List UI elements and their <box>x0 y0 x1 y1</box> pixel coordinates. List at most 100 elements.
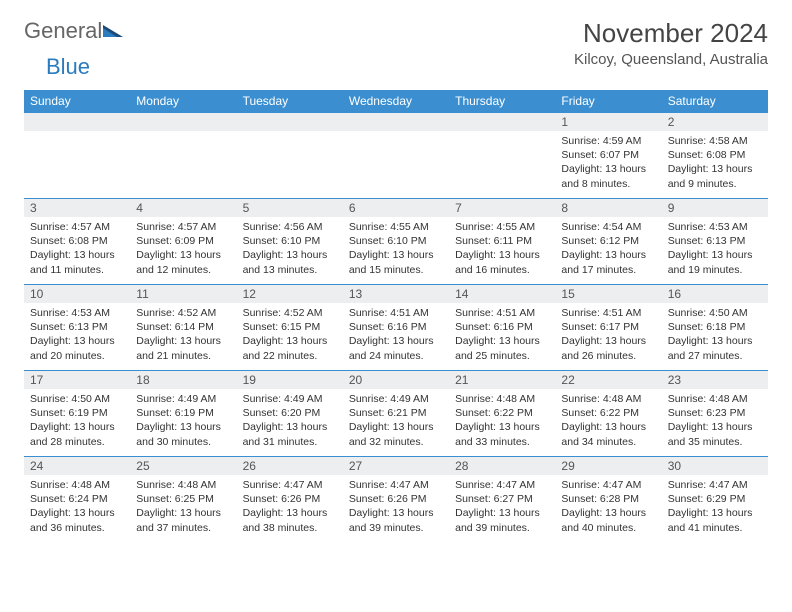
day-data: Sunrise: 4:54 AMSunset: 6:12 PMDaylight:… <box>555 218 661 281</box>
calendar-cell: 29Sunrise: 4:47 AMSunset: 6:28 PMDayligh… <box>555 457 661 543</box>
calendar-week: 10Sunrise: 4:53 AMSunset: 6:13 PMDayligh… <box>24 285 768 371</box>
day-data: Sunrise: 4:49 AMSunset: 6:21 PMDaylight:… <box>343 390 449 453</box>
column-header: Tuesday <box>237 90 343 113</box>
day-data: Sunrise: 4:55 AMSunset: 6:11 PMDaylight:… <box>449 218 555 281</box>
day-number: 30 <box>662 457 768 476</box>
flag-icon <box>103 23 123 39</box>
day-line: Sunset: 6:23 PM <box>668 406 762 420</box>
day-line: Sunset: 6:29 PM <box>668 492 762 506</box>
column-header: Saturday <box>662 90 768 113</box>
calendar-cell: 12Sunrise: 4:52 AMSunset: 6:15 PMDayligh… <box>237 285 343 371</box>
day-line: Sunrise: 4:52 AM <box>243 306 337 320</box>
day-data: Sunrise: 4:47 AMSunset: 6:28 PMDaylight:… <box>555 476 661 539</box>
calendar-cell: 9Sunrise: 4:53 AMSunset: 6:13 PMDaylight… <box>662 199 768 285</box>
day-line: Sunset: 6:08 PM <box>30 234 124 248</box>
day-line: and 32 minutes. <box>349 435 443 449</box>
day-line: Sunrise: 4:55 AM <box>349 220 443 234</box>
day-line: Daylight: 13 hours <box>349 334 443 348</box>
calendar-cell: 23Sunrise: 4:48 AMSunset: 6:23 PMDayligh… <box>662 371 768 457</box>
day-data: Sunrise: 4:47 AMSunset: 6:26 PMDaylight:… <box>237 476 343 539</box>
day-number: 10 <box>24 285 130 304</box>
day-data: Sunrise: 4:56 AMSunset: 6:10 PMDaylight:… <box>237 218 343 281</box>
location: Kilcoy, Queensland, Australia <box>574 51 768 68</box>
day-line: Daylight: 13 hours <box>455 420 549 434</box>
day-number: 15 <box>555 285 661 304</box>
day-line: Daylight: 13 hours <box>455 334 549 348</box>
day-line: and 36 minutes. <box>30 521 124 535</box>
logo-text-blue: Blue <box>46 54 90 80</box>
day-number: 21 <box>449 371 555 390</box>
day-line: Sunset: 6:13 PM <box>668 234 762 248</box>
day-line: and 19 minutes. <box>668 263 762 277</box>
day-data: Sunrise: 4:51 AMSunset: 6:16 PMDaylight:… <box>343 304 449 367</box>
day-line: Sunset: 6:19 PM <box>136 406 230 420</box>
day-line: Daylight: 13 hours <box>349 248 443 262</box>
day-line: Daylight: 13 hours <box>243 334 337 348</box>
day-line: Daylight: 13 hours <box>668 162 762 176</box>
day-line: and 41 minutes. <box>668 521 762 535</box>
day-line: Daylight: 13 hours <box>243 420 337 434</box>
day-line: Sunrise: 4:48 AM <box>668 392 762 406</box>
day-line: and 28 minutes. <box>30 435 124 449</box>
day-line: and 24 minutes. <box>349 349 443 363</box>
day-line: and 25 minutes. <box>455 349 549 363</box>
day-line: Sunset: 6:22 PM <box>455 406 549 420</box>
day-line: Daylight: 13 hours <box>349 506 443 520</box>
day-data: Sunrise: 4:51 AMSunset: 6:17 PMDaylight:… <box>555 304 661 367</box>
day-line: Sunset: 6:20 PM <box>243 406 337 420</box>
day-number: 17 <box>24 371 130 390</box>
day-line: Daylight: 13 hours <box>136 420 230 434</box>
day-line: Daylight: 13 hours <box>455 248 549 262</box>
day-line: Sunrise: 4:53 AM <box>30 306 124 320</box>
day-line: Sunset: 6:19 PM <box>30 406 124 420</box>
day-line: Daylight: 13 hours <box>30 420 124 434</box>
day-line: Sunrise: 4:48 AM <box>30 478 124 492</box>
day-data: Sunrise: 4:48 AMSunset: 6:24 PMDaylight:… <box>24 476 130 539</box>
day-data: Sunrise: 4:53 AMSunset: 6:13 PMDaylight:… <box>24 304 130 367</box>
day-line: Daylight: 13 hours <box>455 506 549 520</box>
day-number: 29 <box>555 457 661 476</box>
day-number: 16 <box>662 285 768 304</box>
calendar-cell: 1Sunrise: 4:59 AMSunset: 6:07 PMDaylight… <box>555 113 661 199</box>
day-line: and 35 minutes. <box>668 435 762 449</box>
day-line: Sunset: 6:16 PM <box>455 320 549 334</box>
calendar-cell: 3Sunrise: 4:57 AMSunset: 6:08 PMDaylight… <box>24 199 130 285</box>
day-line: Daylight: 13 hours <box>668 506 762 520</box>
day-line: Daylight: 13 hours <box>243 248 337 262</box>
day-line: Sunrise: 4:48 AM <box>136 478 230 492</box>
day-line: and 37 minutes. <box>136 521 230 535</box>
calendar-cell: 17 Sunrise: 4:50 AMSunset: 6:19 PMDayligh… <box>24 371 130 457</box>
calendar-week: 24Sunrise: 4:48 AMSunset: 6:24 PMDayligh… <box>24 457 768 543</box>
day-number: 27 <box>343 457 449 476</box>
day-line: and 39 minutes. <box>349 521 443 535</box>
day-line: Daylight: 13 hours <box>561 162 655 176</box>
day-number <box>24 113 130 132</box>
day-data: Sunrise: 4:50 AMSunset: 6:18 PMDaylight:… <box>662 304 768 367</box>
calendar-cell: 22Sunrise: 4:48 AMSunset: 6:22 PMDayligh… <box>555 371 661 457</box>
calendar-cell: 13Sunrise: 4:51 AMSunset: 6:16 PMDayligh… <box>343 285 449 371</box>
day-line: Sunrise: 4:58 AM <box>668 134 762 148</box>
day-line: Sunset: 6:25 PM <box>136 492 230 506</box>
day-line: and 39 minutes. <box>455 521 549 535</box>
day-line: Sunset: 6:26 PM <box>349 492 443 506</box>
day-number: 11 <box>130 285 236 304</box>
day-data: Sunrise: 4:59 AMSunset: 6:07 PMDaylight:… <box>555 132 661 195</box>
calendar-cell: 27Sunrise: 4:47 AMSunset: 6:26 PMDayligh… <box>343 457 449 543</box>
day-data: Sunrise: 4:48 AMSunset: 6:23 PMDaylight:… <box>662 390 768 453</box>
day-line: Daylight: 13 hours <box>136 506 230 520</box>
column-header: Sunday <box>24 90 130 113</box>
day-number: 9 <box>662 199 768 218</box>
calendar-cell: 15Sunrise: 4:51 AMSunset: 6:17 PMDayligh… <box>555 285 661 371</box>
day-line: Sunrise: 4:50 AM <box>30 392 124 406</box>
day-line: Daylight: 13 hours <box>136 248 230 262</box>
calendar-cell: 19Sunrise: 4:49 AMSunset: 6:20 PMDayligh… <box>237 371 343 457</box>
day-number: 23 <box>662 371 768 390</box>
calendar-cell: 7Sunrise: 4:55 AMSunset: 6:11 PMDaylight… <box>449 199 555 285</box>
day-number: 5 <box>237 199 343 218</box>
logo-text-general: General <box>24 18 102 44</box>
day-data: Sunrise: 4:57 AMSunset: 6:08 PMDaylight:… <box>24 218 130 281</box>
column-header: Monday <box>130 90 236 113</box>
day-number: 26 <box>237 457 343 476</box>
day-line: Daylight: 13 hours <box>561 420 655 434</box>
day-line: Sunrise: 4:47 AM <box>243 478 337 492</box>
